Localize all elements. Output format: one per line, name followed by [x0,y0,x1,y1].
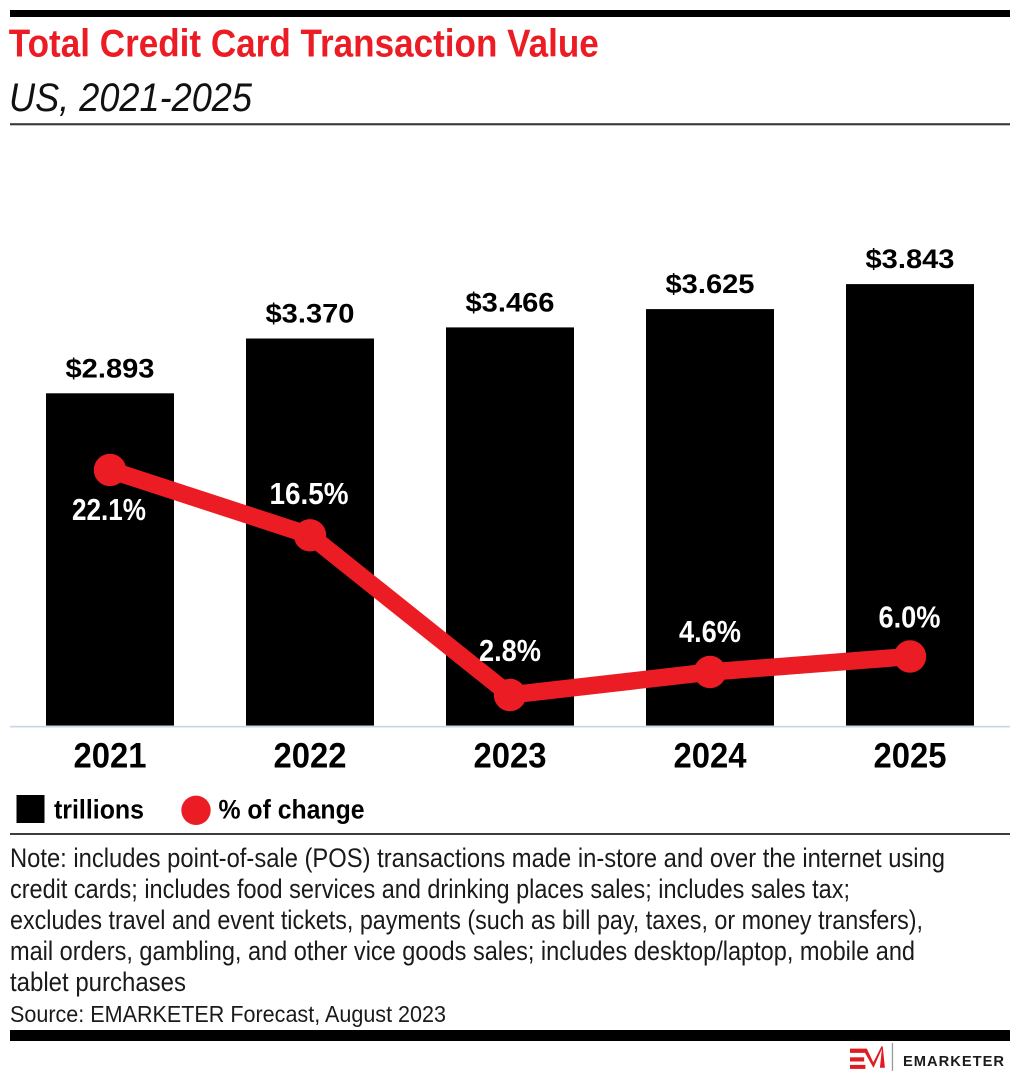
svg-text:mail orders, gambling, and oth: mail orders, gambling, and other vice go… [10,936,915,966]
svg-text:2021: 2021 [74,737,147,776]
svg-text:$3.625: $3.625 [666,269,755,299]
svg-text:6.0%: 6.0% [879,600,941,635]
svg-text:$3.843: $3.843 [866,244,955,274]
svg-text:US, 2021-2025: US, 2021-2025 [9,76,253,120]
svg-text:16.5%: 16.5% [270,476,349,511]
svg-text:EMARKETER: EMARKETER [903,1053,1005,1070]
svg-text:Total Credit Card Transaction: Total Credit Card Transaction Value [9,23,599,66]
svg-text:22.1%: 22.1% [72,492,146,527]
svg-text:Note: includes point-of-sale (: Note: includes point-of-sale (POS) trans… [10,843,945,873]
svg-text:$3.370: $3.370 [266,299,355,329]
svg-text:% of change: % of change [219,795,365,825]
svg-text:2024: 2024 [674,737,747,776]
svg-text:trillions: trillions [54,795,144,825]
svg-text:Source: EMARKETER Forecast, Au: Source: EMARKETER Forecast, August 2023 [10,1001,446,1027]
svg-text:2022: 2022 [274,737,347,776]
svg-text:$3.466: $3.466 [466,287,555,317]
svg-text:2025: 2025 [874,737,947,776]
svg-text:4.6%: 4.6% [679,614,741,649]
svg-text:$2.893: $2.893 [66,353,155,383]
svg-text:excludes travel and event tick: excludes travel and event tickets, payme… [10,905,923,935]
svg-text:tablet purchases: tablet purchases [10,967,186,997]
svg-text:2.8%: 2.8% [479,633,541,668]
svg-text:2023: 2023 [474,737,547,776]
svg-text:credit cards; includes food se: credit cards; includes food services and… [10,874,850,904]
